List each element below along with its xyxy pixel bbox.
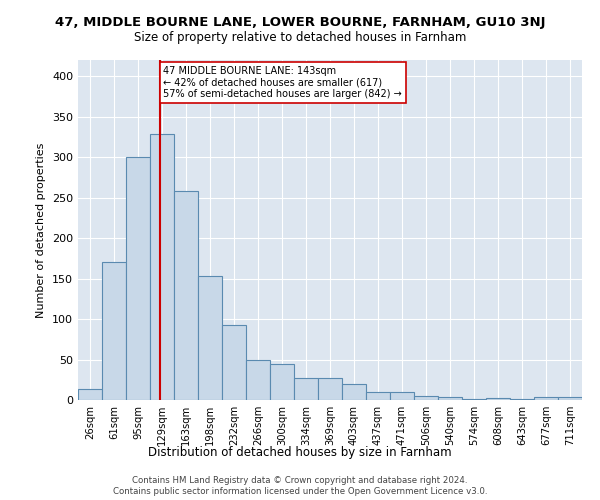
Bar <box>294 378 318 400</box>
Bar <box>462 399 486 400</box>
Bar <box>390 392 414 400</box>
Bar <box>342 384 366 400</box>
Bar <box>150 134 174 400</box>
Bar <box>318 378 342 400</box>
Text: Contains HM Land Registry data © Crown copyright and database right 2024.: Contains HM Land Registry data © Crown c… <box>132 476 468 485</box>
Text: 47 MIDDLE BOURNE LANE: 143sqm
← 42% of detached houses are smaller (617)
57% of : 47 MIDDLE BOURNE LANE: 143sqm ← 42% of d… <box>163 66 402 99</box>
Bar <box>438 397 462 400</box>
Bar <box>414 396 438 400</box>
Bar <box>78 390 102 400</box>
Bar <box>198 276 222 400</box>
Text: Size of property relative to detached houses in Farnham: Size of property relative to detached ho… <box>134 31 466 44</box>
Bar <box>486 398 510 400</box>
Bar <box>366 392 390 400</box>
Bar <box>222 324 246 400</box>
Bar <box>510 399 534 400</box>
Text: Distribution of detached houses by size in Farnham: Distribution of detached houses by size … <box>148 446 452 459</box>
Text: 47, MIDDLE BOURNE LANE, LOWER BOURNE, FARNHAM, GU10 3NJ: 47, MIDDLE BOURNE LANE, LOWER BOURNE, FA… <box>55 16 545 29</box>
Text: Contains public sector information licensed under the Open Government Licence v3: Contains public sector information licen… <box>113 487 487 496</box>
Bar <box>246 360 270 400</box>
Bar <box>558 397 582 400</box>
Bar <box>270 364 294 400</box>
Bar <box>102 262 126 400</box>
Bar <box>126 157 150 400</box>
Y-axis label: Number of detached properties: Number of detached properties <box>37 142 46 318</box>
Bar <box>174 191 198 400</box>
Bar <box>534 397 558 400</box>
